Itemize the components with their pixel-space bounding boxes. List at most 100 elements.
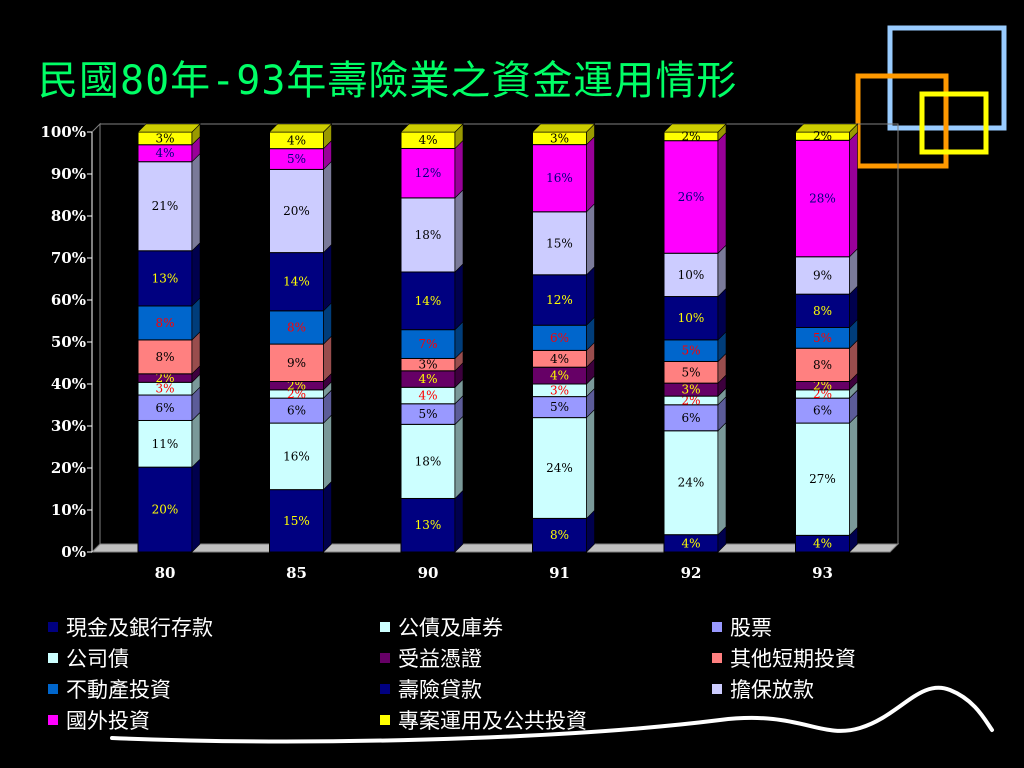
- bar-data-label: 7%: [418, 337, 437, 351]
- x-category-label: 91: [549, 564, 570, 582]
- legend-label: 公債及庫券: [398, 615, 503, 640]
- x-category-label: 85: [286, 564, 307, 582]
- legend-label: 專案運用及公共投資: [398, 708, 587, 733]
- y-tick-label: 0%: [61, 543, 86, 561]
- bar-segment-top: [137, 123, 201, 133]
- bar-data-label: 20%: [152, 503, 179, 517]
- bar-data-label: 5%: [287, 152, 306, 166]
- bar-data-label: 4%: [287, 133, 306, 147]
- legend-swatch: [380, 621, 390, 632]
- bar-segment-side: [586, 135, 595, 213]
- chart-back-wall: [99, 123, 899, 545]
- bar-data-label: 5%: [418, 407, 437, 421]
- legend-item: 國外投資: [48, 705, 380, 734]
- bar-segment-side: [191, 458, 201, 553]
- bar-segment-side: [717, 244, 727, 298]
- bar-data-label: 13%: [152, 271, 179, 285]
- bar-data-label: 15%: [283, 514, 310, 528]
- legend-swatch: [712, 621, 722, 632]
- bar-segment: [269, 343, 324, 383]
- bar-segment-side: [586, 203, 595, 276]
- stacked-bar-chart: 0% 10% 20% 30% 40% 50% 60% 70% 80% 90% 100% 20% 11% 6…: [40, 122, 900, 582]
- bar-data-label: 5%: [681, 344, 700, 358]
- bar-segment: [137, 394, 193, 421]
- bar-data-label: 5%: [550, 400, 569, 414]
- bar-segment: [137, 161, 193, 252]
- chart-legend: 現金及銀行存款 公債及庫券 股票 公司債 受益憑證 其他短期投資 不動產投資 壽險貸款 擔保放款…: [48, 612, 928, 734]
- bar-data-label: 18%: [415, 228, 442, 242]
- bar-data-label: 3%: [155, 131, 174, 145]
- bar-segment-side: [323, 160, 332, 254]
- chart-side-wall: [91, 122, 101, 554]
- y-tick-label: 10%: [51, 501, 86, 519]
- bar-segment-top: [268, 123, 333, 133]
- legend-swatch: [712, 683, 722, 694]
- bar-data-label: 4%: [418, 389, 437, 403]
- bar-data-label: 8%: [550, 528, 569, 542]
- legend-item: 壽險貸款: [380, 674, 712, 703]
- bar-segment: [532, 274, 587, 326]
- bar-data-label: 12%: [546, 293, 573, 307]
- bar-segment-side: [586, 266, 595, 326]
- legend-label: 擔保放款: [730, 677, 814, 702]
- x-category-label: 93: [812, 564, 833, 582]
- bar-segment: [795, 422, 850, 536]
- bar-segment: [532, 144, 587, 213]
- bar-segment-side: [586, 408, 595, 520]
- bar-data-label: 18%: [415, 454, 442, 468]
- bar-segment: [795, 293, 850, 328]
- bar-segment: [400, 147, 456, 199]
- legend-swatch: [380, 683, 390, 694]
- bar-data-label: 4%: [418, 372, 437, 386]
- bar-data-label: 10%: [678, 311, 705, 325]
- bar-data-label: 6%: [550, 331, 569, 345]
- legend-label: 現金及銀行存款: [66, 615, 213, 640]
- bar-data-label: 16%: [283, 449, 310, 463]
- legend-item: 不動產投資: [48, 674, 380, 703]
- bar-data-label: 24%: [678, 476, 705, 490]
- bar-data-label: 4%: [681, 536, 700, 550]
- x-category-label: 92: [681, 564, 702, 582]
- bar-data-label: 24%: [546, 461, 573, 475]
- bar-data-label: 8%: [813, 304, 832, 318]
- legend-swatch: [48, 652, 58, 663]
- bar-data-label: 26%: [678, 190, 705, 204]
- y-tick-label: 40%: [51, 375, 86, 393]
- bar-data-label: 2%: [681, 393, 700, 407]
- y-tick-label: 90%: [51, 165, 86, 183]
- bar-data-label: 4%: [550, 352, 569, 366]
- bar-segment-top: [794, 123, 859, 133]
- bar-segment-side: [849, 131, 858, 258]
- y-tick-label: 50%: [51, 333, 86, 351]
- decorative-swoosh: [110, 685, 994, 744]
- y-tick-label: 30%: [51, 417, 86, 435]
- bar-data-label: 3%: [550, 131, 569, 145]
- legend-swatch: [48, 683, 58, 694]
- bar-data-label: 5%: [813, 331, 832, 345]
- bar-segment-side: [191, 411, 201, 468]
- bar-segment: [400, 197, 456, 273]
- y-tick-label: 80%: [51, 207, 86, 225]
- bar-data-label: 2%: [287, 387, 306, 401]
- legend-label: 不動產投資: [66, 677, 171, 702]
- legend-item: 現金及銀行存款: [48, 612, 380, 641]
- bar-data-label: 10%: [678, 268, 705, 282]
- bar-data-label: 2%: [155, 371, 174, 385]
- legend-item: 受益憑證: [380, 643, 712, 672]
- decorative-squares-icon: [855, 25, 1007, 169]
- bar-data-label: 14%: [283, 275, 310, 289]
- bar-segment: [400, 497, 456, 553]
- bar-data-label: 6%: [287, 404, 306, 418]
- bar-data-label: 12%: [415, 166, 442, 180]
- legend-label: 壽險貸款: [398, 677, 482, 702]
- legend-label: 受益憑證: [398, 646, 482, 671]
- bar-data-label: 27%: [809, 472, 836, 486]
- bar-segment: [269, 489, 324, 553]
- bar-data-label: 2%: [287, 379, 306, 393]
- y-tick-label: 60%: [51, 291, 86, 309]
- bar-segment-side: [454, 139, 464, 199]
- bar-segment-side: [191, 242, 201, 307]
- legend-label: 股票: [730, 615, 772, 640]
- bar-segment: [663, 296, 719, 341]
- legend-item: 股票: [712, 612, 912, 641]
